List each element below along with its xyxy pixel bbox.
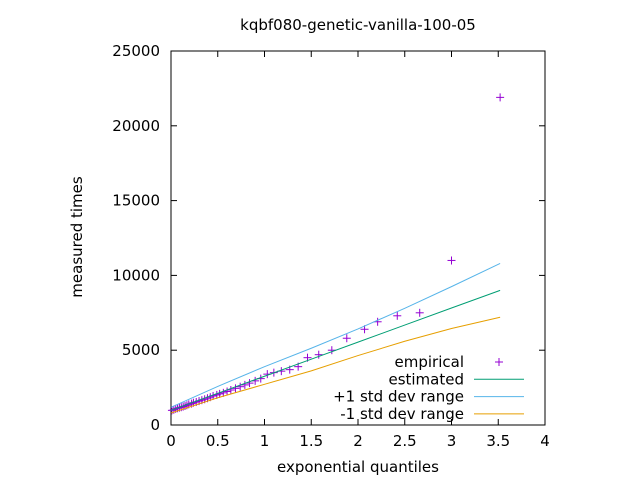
data-point	[236, 382, 245, 391]
legend-swatch	[495, 358, 503, 366]
data-point	[393, 311, 402, 320]
chart-title: kqbf080-genetic-vanilla-100-05	[240, 16, 476, 34]
x-tick-label: 1	[260, 432, 270, 450]
plot-frame	[170, 50, 546, 426]
data-point	[240, 380, 249, 389]
data-point	[219, 388, 228, 397]
series-line-1	[170, 289, 501, 411]
data-series	[167, 93, 505, 415]
x-tick-label: 3	[447, 432, 457, 450]
y-tick-label: 5000	[122, 341, 160, 359]
x-tick-label: 2.5	[393, 432, 417, 450]
axis-ticks: 0 0.5 1 1.5 2 2.5 3 3.5 4 0 5000 10000 15000 20000 250…	[112, 42, 549, 450]
x-tick-label: 2	[353, 432, 363, 450]
data-point	[314, 350, 323, 359]
data-point	[342, 334, 351, 343]
legend-label: empirical	[395, 353, 464, 371]
x-tick-label: 0.5	[206, 432, 230, 450]
data-point	[231, 384, 240, 393]
series-line-2	[170, 262, 501, 408]
x-tick-label: 0	[166, 432, 176, 450]
y-tick-label: 20000	[112, 117, 160, 135]
y-tick-label: 0	[150, 416, 160, 434]
data-point	[223, 387, 232, 396]
x-tick-label: 1.5	[299, 432, 323, 450]
y-tick-label: 25000	[112, 42, 160, 60]
legend-label: -1 std dev range	[340, 405, 464, 423]
data-point	[496, 93, 505, 102]
y-tick-label: 15000	[112, 192, 160, 210]
x-tick-label: 3.5	[486, 432, 510, 450]
data-point	[447, 256, 456, 265]
x-tick-label: 4	[540, 432, 550, 450]
y-axis-label: measured times	[68, 176, 86, 298]
data-point	[415, 308, 424, 317]
y-tick-label: 10000	[112, 266, 160, 284]
legend-label: estimated	[388, 370, 464, 388]
series-line-3	[170, 316, 501, 414]
legend-label: +1 std dev range	[333, 388, 464, 406]
x-axis-label: exponential quantiles	[277, 458, 439, 476]
